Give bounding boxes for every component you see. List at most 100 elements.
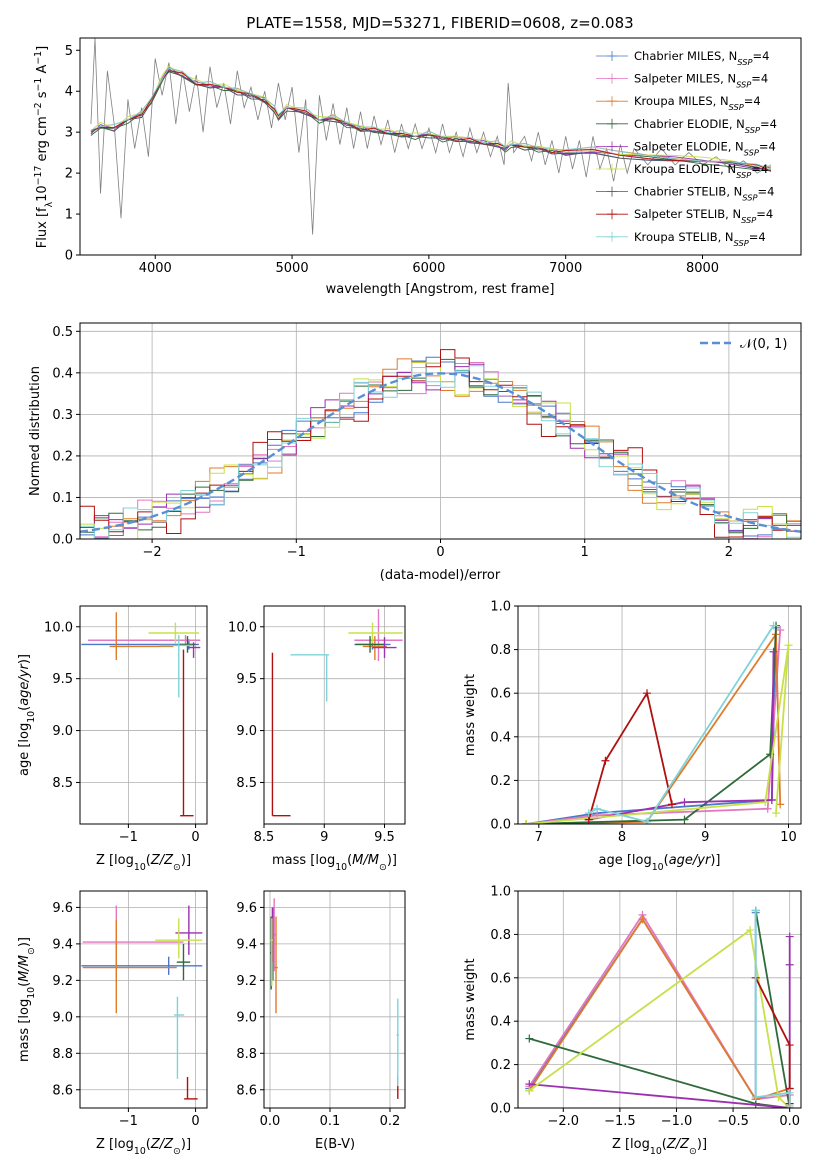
weight-line <box>754 910 791 1106</box>
weight-marker <box>643 689 652 698</box>
weight-marker <box>785 1088 794 1097</box>
weight-marker <box>643 817 652 824</box>
label-part: s <box>35 91 50 102</box>
legend-marker <box>607 118 617 129</box>
normal-curve <box>80 372 801 533</box>
legend-subscript: SSP <box>745 125 760 135</box>
label-part: Z [log <box>96 853 134 868</box>
legend-text: Kroupa STELIB, N <box>634 230 734 244</box>
legend-subscript: SSP <box>736 80 751 90</box>
label-part: A <box>35 65 50 78</box>
label-part: )] <box>697 1137 707 1152</box>
axes-residuals: −2 −1 0 1 2 0.0 0.1 0.2 0.3 0.4 0.5 <box>52 322 802 560</box>
legend-text: =4 <box>759 139 776 153</box>
weight-marker <box>680 815 689 824</box>
label-part: age [log <box>17 723 32 776</box>
plot-area <box>525 906 794 1108</box>
y-tick-label: 0.2 <box>490 774 511 789</box>
x-tick-label: 0.0 <box>260 1114 281 1129</box>
weight-marker <box>784 641 793 650</box>
y-tick-label: 9.0 <box>236 1010 257 1025</box>
weight-marker <box>667 800 676 809</box>
label-part: M/M <box>352 853 379 868</box>
plot-area <box>81 905 203 1100</box>
legend-marker <box>607 186 617 197</box>
weight-marker <box>525 1034 534 1043</box>
x-axis-label: mass [log10(M/M⊙)] <box>272 853 397 873</box>
weight-line <box>526 631 782 824</box>
legend-subscript: SSP <box>741 215 756 225</box>
weight-line <box>528 913 790 1101</box>
x-tick-label: 0 <box>191 830 199 845</box>
legend-text: Kroupa MILES, N <box>634 94 729 108</box>
weight-marker <box>746 926 755 935</box>
label-part: ( <box>664 853 669 868</box>
x-tick-label: −1 <box>119 830 138 845</box>
label-part: ( <box>146 1137 151 1152</box>
x-tick-label: −2.0 <box>547 1114 579 1129</box>
x-axis-label: Z [log10(Z/Z⊙)] <box>96 1137 191 1157</box>
y-tick-label: 0.4 <box>52 366 73 381</box>
label-part: ( <box>347 853 352 868</box>
legend-label: Salpeter MILES, NSSP=4 <box>634 72 768 90</box>
label-part: ( <box>662 1137 667 1152</box>
label-part: ] <box>35 46 50 51</box>
legend-marker <box>607 73 617 84</box>
weight-marker <box>584 809 593 818</box>
x-tick-label: 0 <box>191 1114 199 1129</box>
legend-marker <box>607 209 617 220</box>
legend-label: Chabrier ELODIE, NSSP=4 <box>634 117 777 135</box>
weight-marker <box>776 625 785 634</box>
weight-marker <box>751 1093 760 1102</box>
legend-text: =4 <box>744 94 761 108</box>
axes-frame <box>79 890 208 1109</box>
chart-title: PLATE=1558, MJD=53271, FIBERID=0608, z=0… <box>246 14 633 32</box>
weight-marker <box>751 906 760 915</box>
y-tick-label: 4 <box>65 85 73 100</box>
y-tick-label: 8.8 <box>52 1047 73 1062</box>
y-tick-label: 0.1 <box>52 491 73 506</box>
legend-text: =4 <box>752 49 769 63</box>
axes-frame <box>79 37 802 256</box>
label-part: age [log <box>598 853 651 868</box>
axes-age-vs-mass: 8.5 9 9.5 8.5 9.0 9.5 10.0 <box>228 605 406 845</box>
axes-mass-vs-EBV: 0.0 0.1 0.2 8.6 8.8 9.0 9.2 9.4 9.6 <box>236 890 406 1129</box>
x-axis-label: Z [log10(Z/Z⊙)] <box>612 1137 707 1157</box>
label-part: 10 <box>35 185 50 202</box>
x-tick-label: 9 <box>320 830 328 845</box>
legend-label: Salpeter STELIB, NSSP=4 <box>634 207 773 225</box>
y-tick-label: 9.4 <box>236 937 257 952</box>
y-axis-label: mass weight <box>463 958 478 1040</box>
y-tick-label: 0.6 <box>490 687 511 702</box>
x-tick-label: −0.5 <box>717 1114 749 1129</box>
y-tick-label: 0.5 <box>52 325 73 340</box>
y-tick-label: 5 <box>65 44 73 59</box>
x-tick-label: 8.5 <box>254 830 275 845</box>
y-tick-label: 0.8 <box>490 928 511 943</box>
label-part: )] <box>181 1137 191 1152</box>
weight-marker <box>601 756 610 765</box>
legend-label: Salpeter ELODIE, NSSP=4 <box>634 139 776 157</box>
weight-line <box>526 645 790 824</box>
label-part: Flux [f <box>35 207 50 248</box>
weight-marker <box>769 621 778 630</box>
legend: 𝒩(0, 1) <box>700 337 787 352</box>
plot-area <box>270 898 399 1099</box>
label-part: ⊙ <box>26 947 37 955</box>
x-tick-label: 9 <box>701 830 709 845</box>
x-tick-label: 2 <box>725 545 733 560</box>
x-tick-label: 0.1 <box>320 1114 341 1129</box>
label-part: −17 <box>33 166 44 186</box>
y-axis-label: Normed distribution <box>28 366 43 496</box>
y-tick-label: 8.5 <box>52 776 73 791</box>
y-tick-label: 9.5 <box>52 672 73 687</box>
model-spectrum <box>90 67 772 170</box>
legend-label: Kroupa ELODIE, NSSP=4 <box>634 162 768 180</box>
y-tick-label: 0.0 <box>52 533 73 548</box>
label-part: −1 <box>33 51 44 65</box>
legend-text: Chabrier ELODIE, N <box>634 117 745 131</box>
y-tick-label: 9.0 <box>52 724 73 739</box>
x-axis-label: E(B-V) <box>315 1137 355 1152</box>
label-part: 10 <box>26 987 37 999</box>
